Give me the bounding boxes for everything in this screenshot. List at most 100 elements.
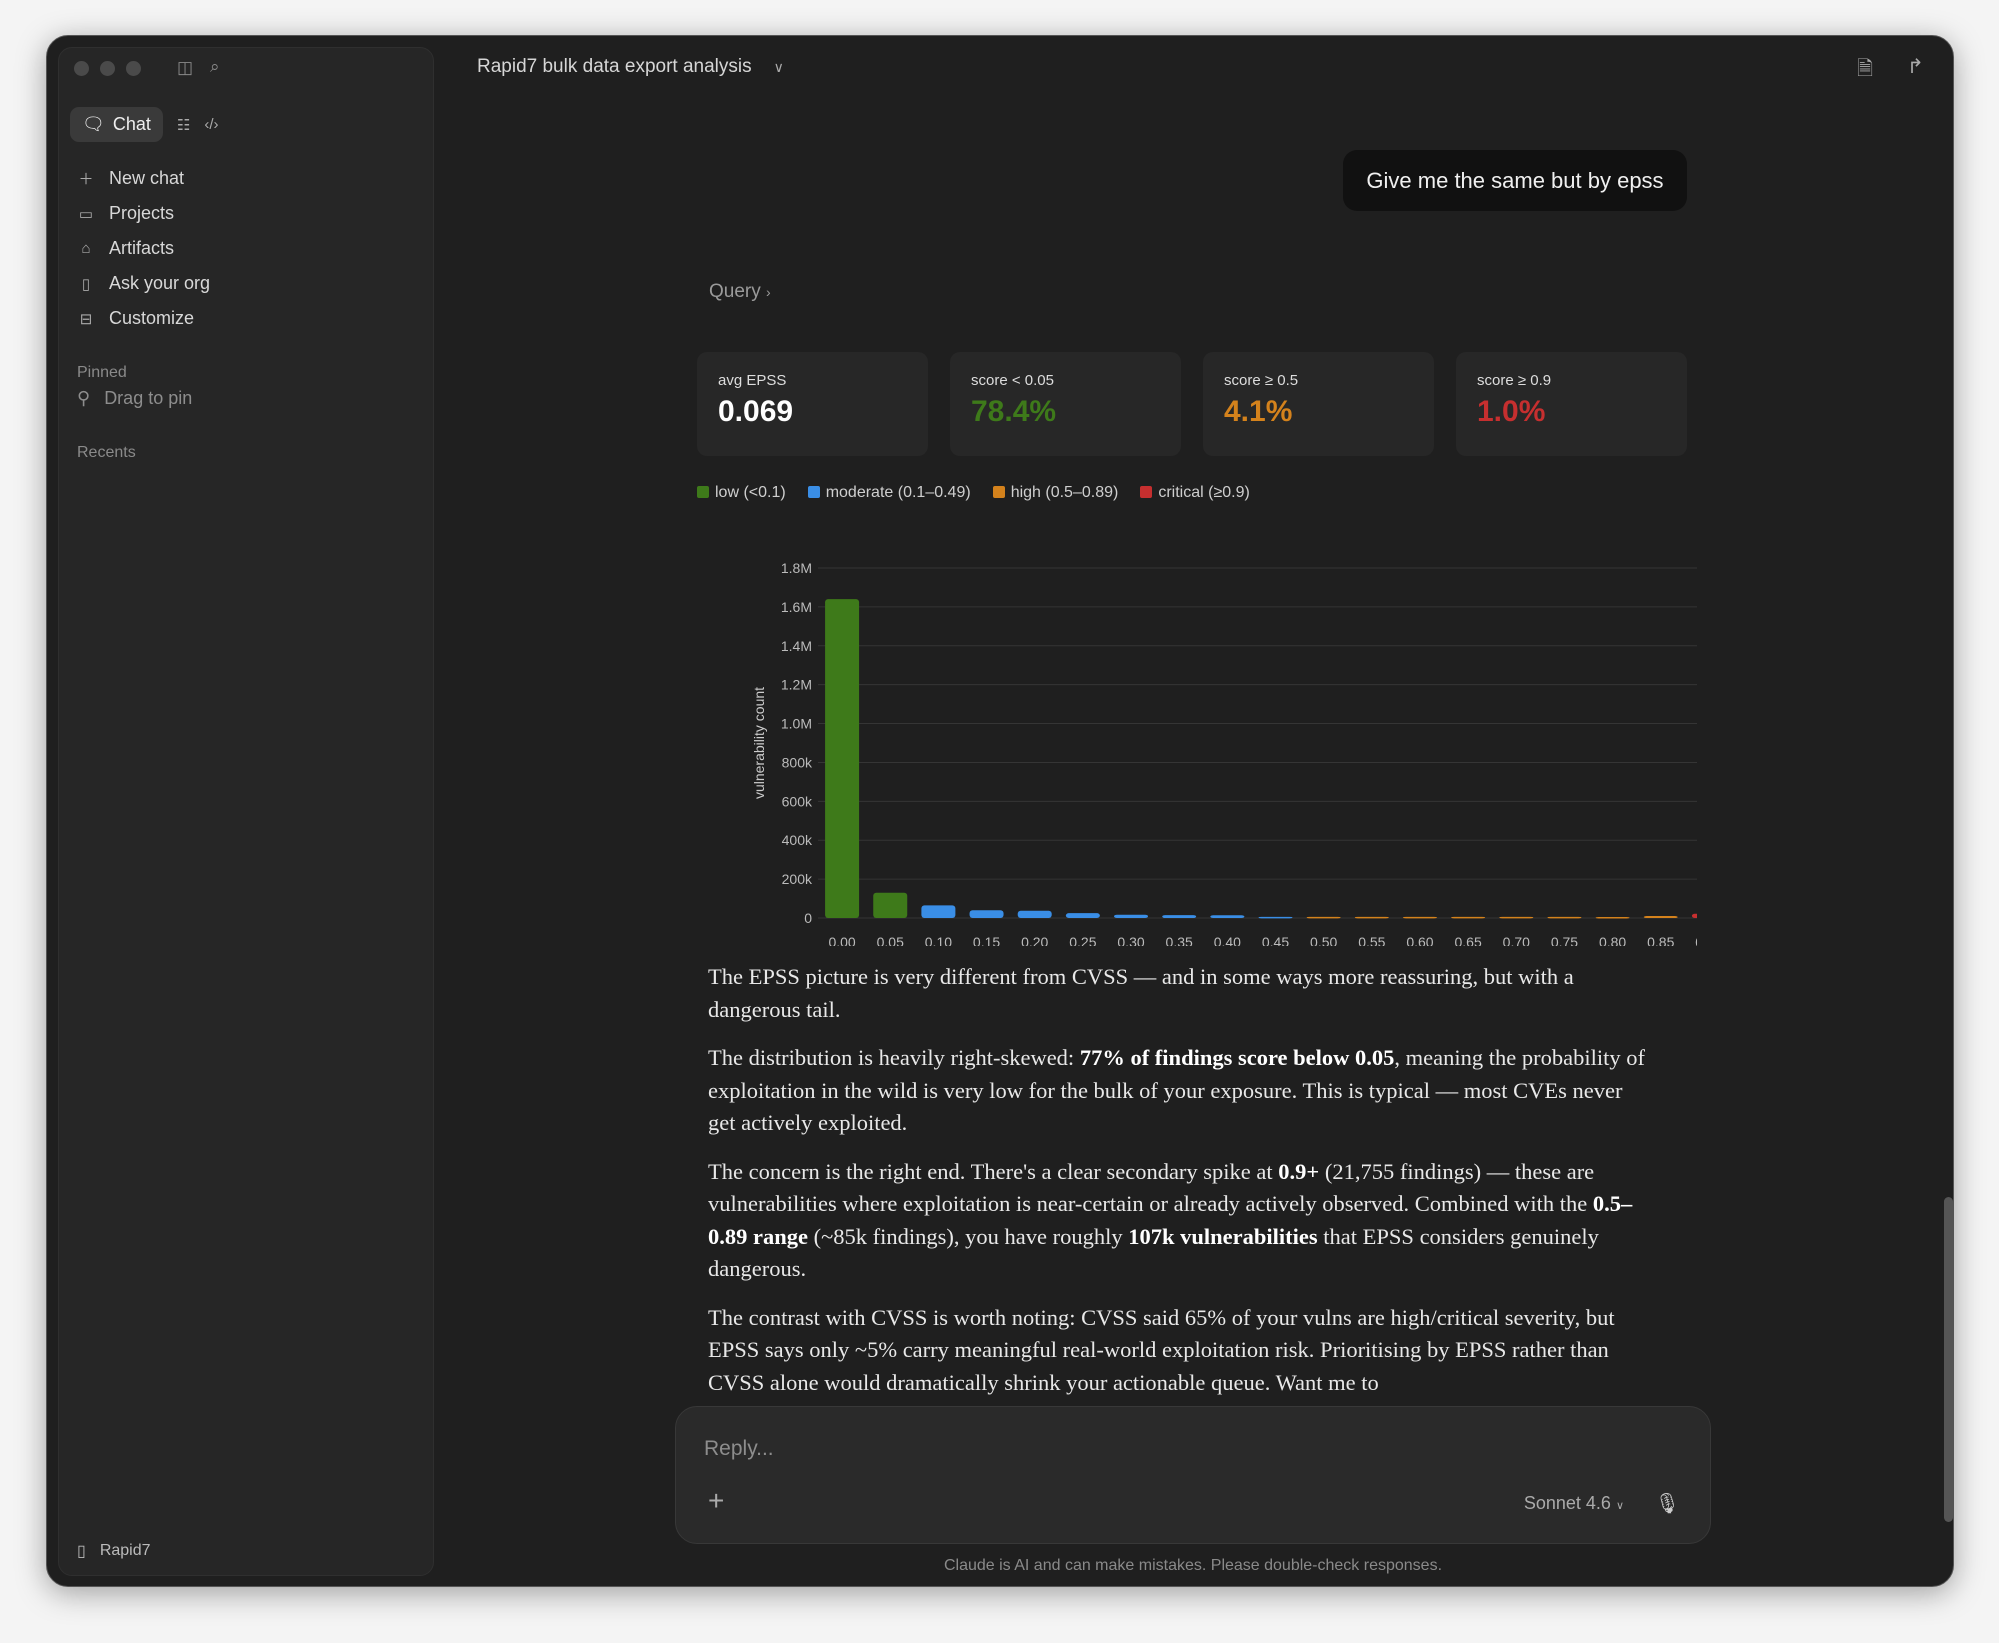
- maximize-button[interactable]: [126, 61, 141, 76]
- chevron-down-icon: ∨: [773, 58, 784, 75]
- building-icon: ▯: [81, 275, 91, 293]
- x-tick-label: 0.50: [1310, 934, 1337, 946]
- bar: [1306, 916, 1341, 919]
- legend-high: high (0.5–0.89): [992, 484, 1118, 502]
- sidebar-toggle-icon[interactable]: ◫: [177, 58, 194, 77]
- drag-to-pin: ⚲ Drag to pin: [77, 388, 193, 408]
- y-tick-label: 400k: [782, 832, 813, 848]
- x-tick-label: 0.45: [1262, 934, 1289, 946]
- bar: [1354, 916, 1389, 919]
- x-tick-label: 0.15: [973, 934, 1000, 946]
- legend-low: low (<0.1): [697, 484, 786, 502]
- window-controls[interactable]: [74, 61, 141, 76]
- x-tick-label: 0.35: [1166, 934, 1193, 946]
- chart-legend: low (<0.1) moderate (0.1–0.49) high (0.5…: [697, 484, 1250, 502]
- x-tick-label: 0.55: [1358, 934, 1385, 946]
- close-button[interactable]: [74, 61, 89, 76]
- folder-icon: ▭: [78, 205, 94, 223]
- y-tick-label: 1.6M: [781, 599, 812, 615]
- add-attachment-button[interactable]: +: [708, 1485, 725, 1516]
- y-tick-label: 200k: [782, 871, 813, 887]
- x-tick-label: 0.75: [1551, 934, 1578, 946]
- y-tick-label: 1.2M: [781, 677, 812, 693]
- legend-moderate: moderate (0.1–0.49): [807, 484, 971, 502]
- stat-card-high: score ≥ 0.5 4.1%: [1203, 352, 1434, 456]
- bar: [1162, 915, 1197, 918]
- x-tick-label: 0.65: [1455, 934, 1482, 946]
- chevron-down-icon: ∨: [1615, 1500, 1624, 1512]
- query-toggle[interactable]: Query ›: [709, 281, 771, 302]
- y-tick-label: 0: [804, 910, 812, 926]
- disclaimer: Claude is AI and can make mistakes. Plea…: [943, 1557, 1443, 1574]
- minimize-button[interactable]: [100, 61, 115, 76]
- bar: [1114, 914, 1149, 918]
- x-tick-label: 0.70: [1503, 934, 1530, 946]
- org-switcher[interactable]: ▯ Rapid7: [77, 1542, 151, 1560]
- x-tick-label: 0.40: [1214, 934, 1241, 946]
- plus-icon: ＋: [78, 171, 94, 188]
- legend-critical: critical (≥0.9): [1140, 484, 1250, 502]
- x-tick-label: 0.25: [1069, 934, 1096, 946]
- bar: [1065, 913, 1100, 918]
- x-tick-label: 0.90: [1695, 934, 1697, 946]
- share-icon[interactable]: ↱: [1907, 56, 1924, 78]
- sidebar-item-new-chat[interactable]: ＋ New chat: [78, 168, 185, 188]
- chat-icon: 🗨: [82, 114, 105, 134]
- bar: [1547, 916, 1582, 919]
- bar: [1017, 910, 1052, 918]
- y-tick-label: 600k: [782, 793, 813, 809]
- epss-histogram: 0 200k 400k 600k 800k 1.0M 1.2M 1.4M 1.6M 1.8M 0.0…: [751, 560, 1697, 946]
- bar: [1643, 916, 1678, 918]
- bar: [1258, 916, 1293, 919]
- bar: [1595, 917, 1630, 919]
- response-paragraph: The concern is the right end. There's a …: [708, 1158, 1633, 1282]
- bar: [969, 910, 1004, 918]
- tab-chat[interactable]: 🗨 Chat: [70, 107, 163, 142]
- stat-card-low: score < 0.05 78.4%: [950, 352, 1181, 456]
- x-tick-label: 0.85: [1647, 934, 1674, 946]
- document-icon[interactable]: 🗎: [1857, 58, 1874, 80]
- x-tick-label: 0.00: [828, 934, 855, 946]
- tasks-icon[interactable]: ☷: [176, 116, 191, 134]
- reply-composer[interactable]: Reply... + Sonnet 4.6 ∨ 🎙: [675, 1406, 1711, 1544]
- sidebar: ◫ ⌕ 🗨 Chat ☷ ‹/› ＋ New chat ▭ Projects ⌂ Art…: [58, 47, 434, 1576]
- x-tick-label: 0.05: [877, 934, 904, 946]
- x-tick-label: 0.60: [1406, 934, 1433, 946]
- microphone-icon[interactable]: 🎙: [1654, 1493, 1680, 1515]
- briefcase-icon: ⊟: [79, 310, 93, 328]
- user-message: Give me the same but by epss: [1343, 150, 1687, 211]
- code-icon[interactable]: ‹/›: [204, 116, 219, 133]
- bar: [1499, 916, 1534, 919]
- response-paragraph: The EPSS picture is very different from …: [708, 964, 1574, 1022]
- app-window: ◫ ⌕ 🗨 Chat ☷ ‹/› ＋ New chat ▭ Projects ⌂ Art…: [46, 35, 1954, 1587]
- model-selector[interactable]: Sonnet 4.6 ∨: [1523, 1493, 1624, 1513]
- y-tick-label: 1.4M: [781, 638, 812, 654]
- stat-card-avg-epss: avg EPSS 0.069: [697, 352, 928, 456]
- search-icon[interactable]: ⌕: [210, 57, 220, 76]
- pinned-heading: Pinned: [77, 364, 127, 381]
- conversation-title[interactable]: Rapid7 bulk data export analysis ∨: [477, 56, 784, 77]
- sidebar-item-artifacts[interactable]: ⌂ Artifacts: [77, 231, 210, 266]
- response-paragraph: The distribution is heavily right-skewed…: [708, 1045, 1645, 1135]
- bar: [921, 905, 956, 918]
- x-tick-label: 0.30: [1117, 934, 1144, 946]
- bar: [1402, 916, 1437, 919]
- x-tick-label: 0.10: [925, 934, 952, 946]
- response-paragraph: The contrast with CVSS is worth noting: …: [708, 1304, 1615, 1395]
- bar: [825, 599, 860, 918]
- sidebar-item-projects[interactable]: ▭ Projects: [78, 203, 175, 223]
- y-axis-title: vulnerability count: [751, 687, 767, 799]
- chevron-right-icon: ›: [766, 284, 771, 300]
- reply-input[interactable]: Reply...: [704, 1437, 774, 1460]
- building-icon: ▯: [77, 1543, 86, 1560]
- bar: [1210, 915, 1245, 918]
- x-tick-label: 0.20: [1021, 934, 1048, 946]
- shapes-icon: ⌂: [81, 240, 91, 257]
- bar: [1451, 916, 1486, 919]
- recents-heading: Recents: [77, 444, 136, 461]
- scrollbar[interactable]: [1944, 1197, 1953, 1522]
- stat-card-critical: score ≥ 0.9 1.0%: [1456, 352, 1687, 456]
- sidebar-item-ask-your-org[interactable]: ▯ Ask your org: [77, 266, 210, 301]
- sidebar-item-customize[interactable]: ⊟ Customize: [77, 301, 210, 336]
- y-tick-label: 1.0M: [781, 716, 812, 732]
